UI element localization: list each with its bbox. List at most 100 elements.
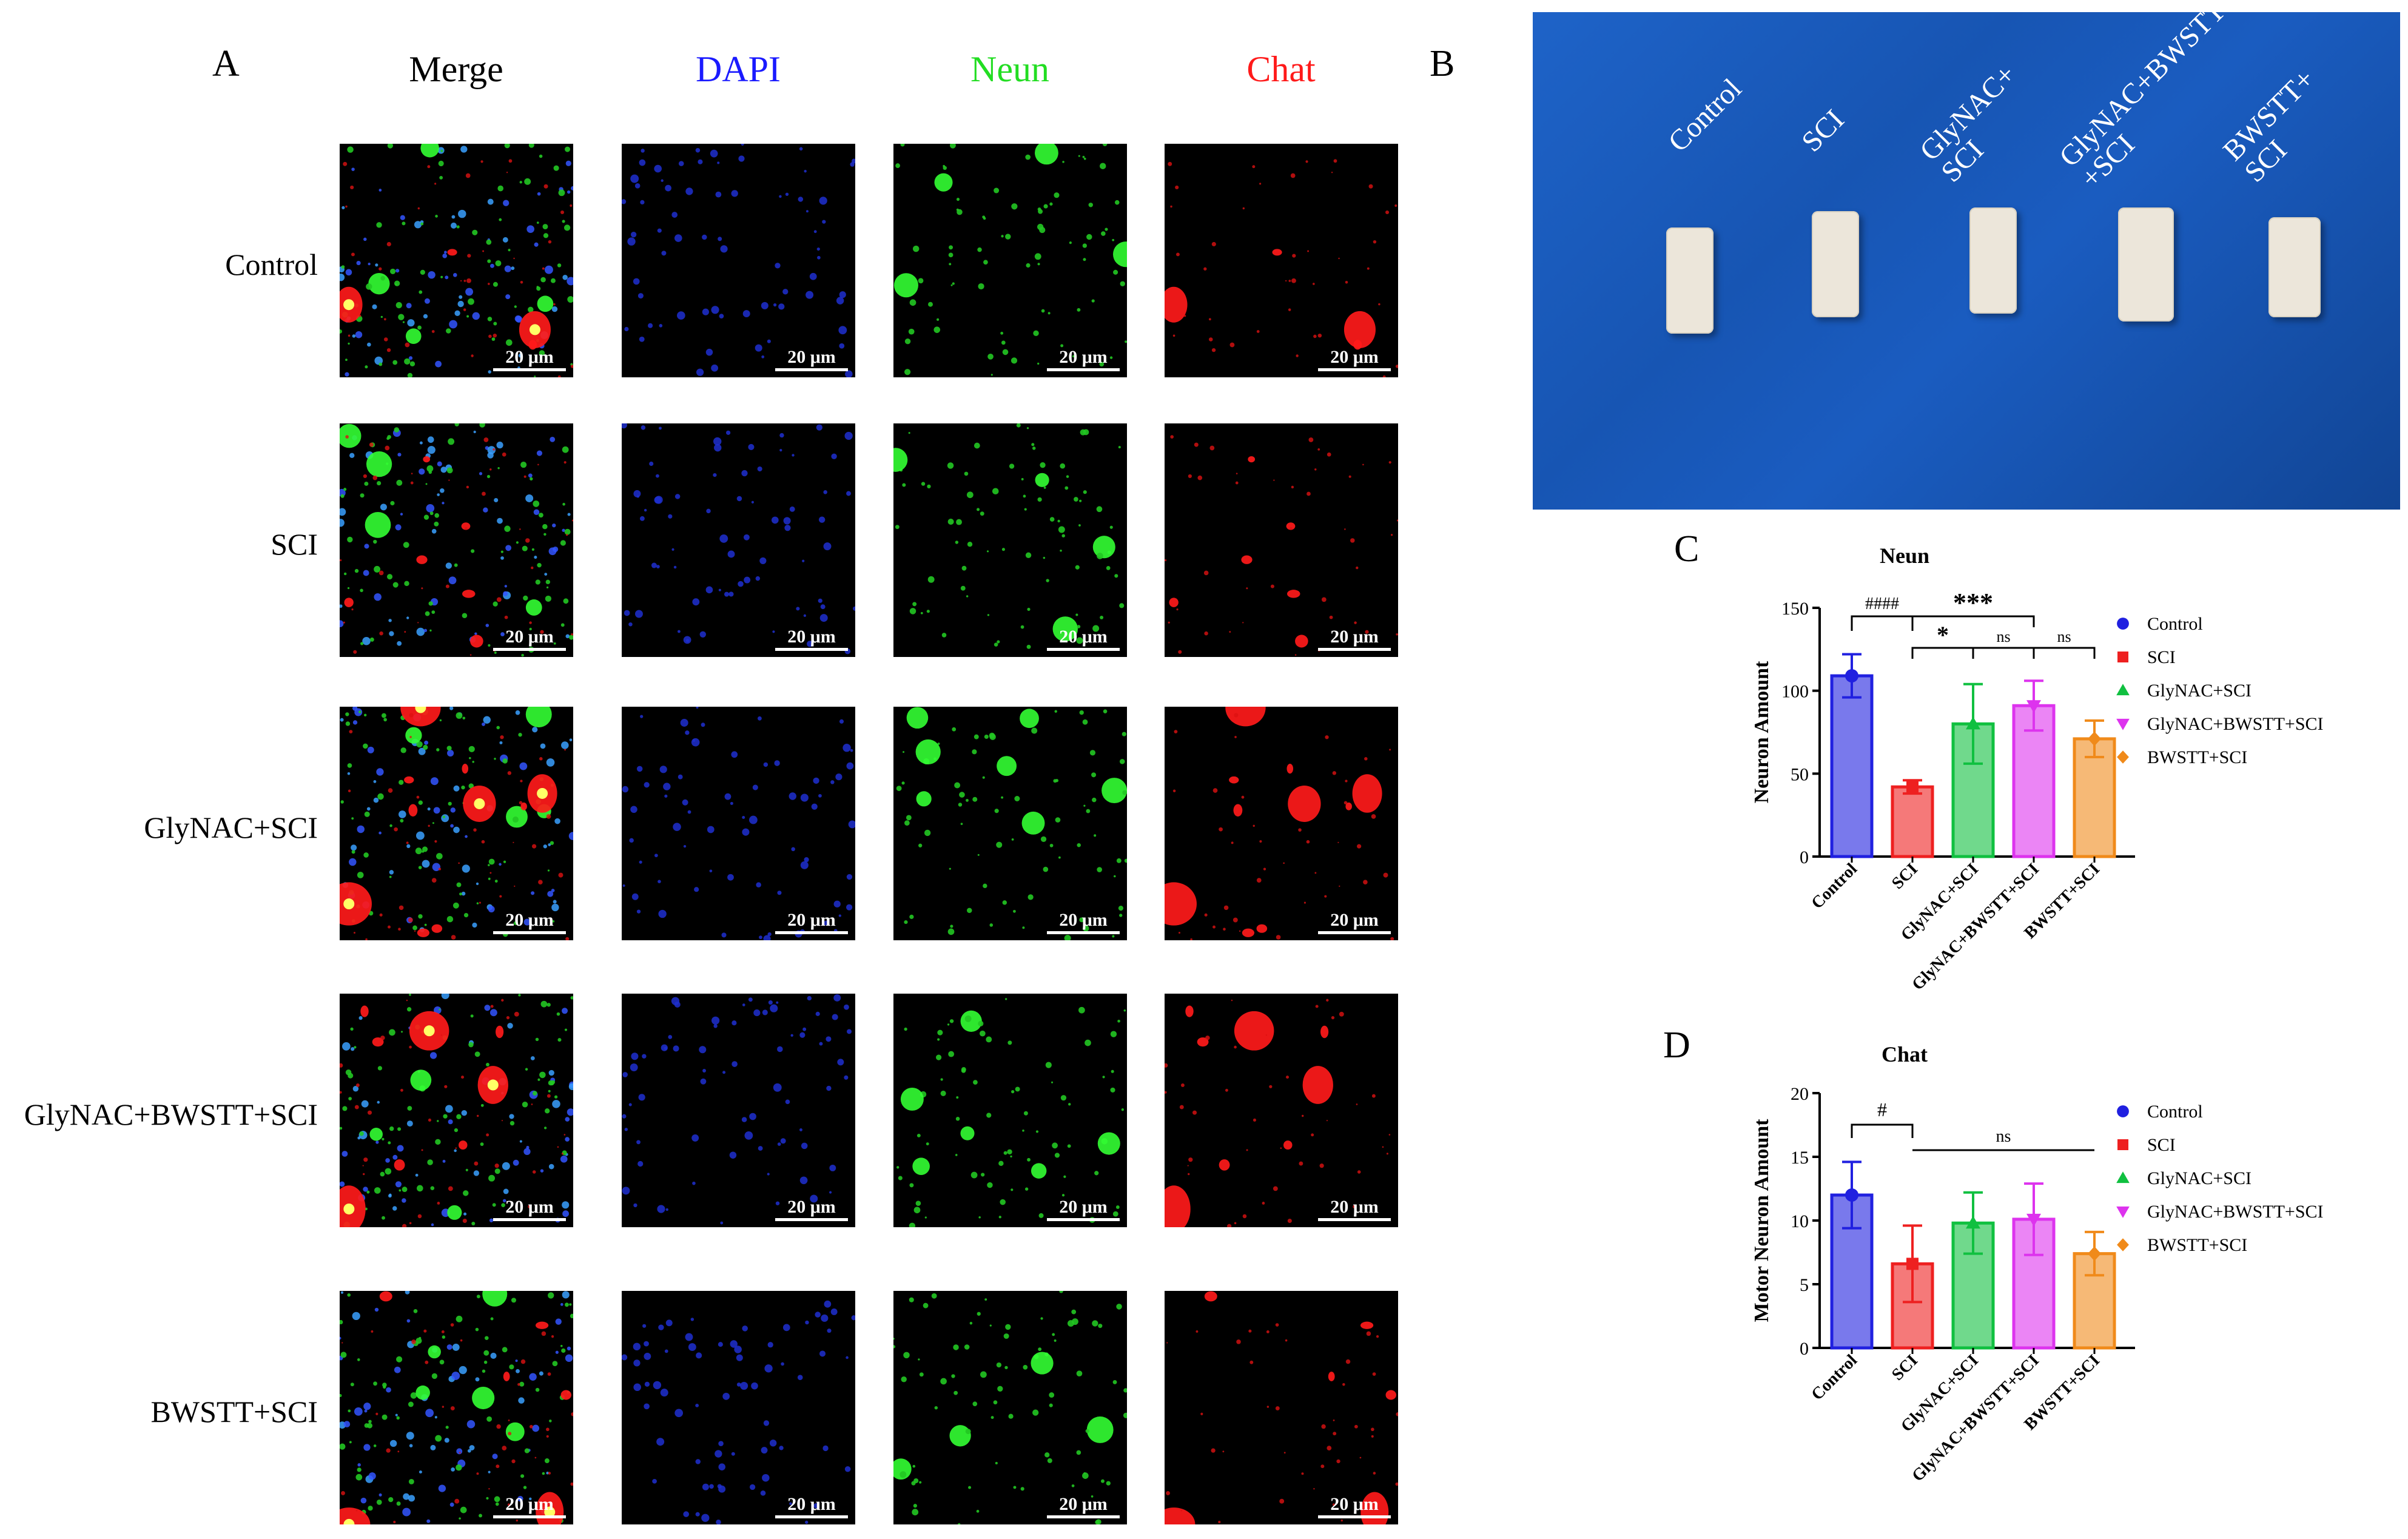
annotation-ns-1: ns: [1996, 628, 2010, 645]
scale-bar: 20 μm: [1318, 348, 1391, 371]
micrograph-dapi-0: 20 μm: [622, 144, 855, 377]
scale-bar: 20 μm: [493, 911, 566, 934]
data-point-3: [2026, 700, 2041, 713]
scale-bar-label: 20 μm: [505, 910, 554, 930]
annotation-ns: ns: [1996, 1127, 2011, 1146]
bracket-sci-glynac: [1911, 647, 1974, 659]
scale-bar: 20 μm: [1318, 1495, 1391, 1518]
data-point-1: [1906, 1258, 1919, 1270]
micrograph-chat-2: 20 μm: [1165, 707, 1398, 940]
scale-bar-label: 20 μm: [787, 910, 836, 930]
scale-bar-label: 20 μm: [787, 1494, 836, 1514]
bracket-glynac-combo: [1972, 647, 2035, 659]
y-tick-label: 20: [1791, 1084, 1809, 1104]
scale-bar: 20 μm: [775, 627, 848, 651]
legend-marker-1: [2117, 652, 2128, 662]
chat-chart: Chat 0 5 10 15 20 Motor Neuron Amount Control SC…: [1686, 1025, 2402, 1529]
y-tick-label: 50: [1791, 764, 1809, 784]
annotation-ns-2: ns: [2057, 628, 2071, 645]
scale-bar: 20 μm: [1318, 627, 1391, 651]
panel-label-a: A: [212, 43, 240, 84]
sample-control: [1666, 227, 1714, 334]
y-axis-label: Motor Neuron Amount: [1751, 1119, 1773, 1322]
micrograph-merge-3: 20 μm: [340, 994, 573, 1227]
legend-marker-0: [2117, 618, 2129, 630]
scale-bar-line: [1047, 1218, 1120, 1221]
annotation-hash: #: [1877, 1099, 1887, 1120]
micrograph-chat-3: 20 μm: [1165, 994, 1398, 1227]
sample-glynac: [1969, 207, 2017, 314]
scale-bar-label: 20 μm: [1059, 1197, 1108, 1217]
y-tick-label: 100: [1781, 682, 1809, 702]
scale-bar: 20 μm: [1047, 348, 1120, 371]
scale-bar-label: 20 μm: [1059, 910, 1108, 930]
bracket-control-sci: [1851, 615, 1914, 631]
annotation-triple-star: ***: [1953, 588, 1993, 618]
panel-label-d: D: [1663, 1025, 1690, 1066]
legend-marker-0: [2117, 1105, 2129, 1117]
y-tick-label: 10: [1791, 1211, 1809, 1231]
scale-bar: 20 μm: [1047, 1197, 1120, 1221]
y-tick-label: 5: [1800, 1275, 1809, 1295]
scale-bar-line: [775, 931, 848, 934]
bar-1: [1891, 785, 1934, 858]
scale-bar: 20 μm: [775, 911, 848, 934]
legend-label-0: Control: [2147, 614, 2203, 634]
row-label-0: Control: [225, 248, 318, 281]
scale-bar: 20 μm: [1047, 627, 1120, 651]
bar-4: [2073, 1252, 2116, 1350]
scale-bar: 20 μm: [493, 627, 566, 651]
legend-label-3: GlyNAC+BWSTT+SCI: [2147, 1202, 2324, 1222]
y-tick-label: 150: [1781, 599, 1809, 619]
scale-bar-line: [1318, 1218, 1391, 1221]
legend-label-4: BWSTT+SCI: [2147, 1235, 2247, 1255]
row-label-4: BWSTT+SCI: [150, 1395, 318, 1429]
scale-bar-line: [493, 1218, 566, 1221]
scale-bar-line: [1047, 368, 1120, 371]
scale-bar: 20 μm: [1318, 911, 1391, 934]
sample-sci: [1812, 211, 1859, 317]
scale-bar-label: 20 μm: [1059, 627, 1108, 647]
legend-label-4: BWSTT+SCI: [2147, 747, 2247, 767]
scale-bar-label: 20 μm: [787, 627, 836, 647]
legend-marker-2: [2116, 1171, 2130, 1184]
column-title-chat: Chat: [1246, 49, 1316, 89]
scale-bar: 20 μm: [775, 1197, 848, 1221]
scale-bar-label: 20 μm: [505, 347, 554, 367]
scale-bar-line: [775, 1515, 848, 1518]
data-point-4: [2088, 1246, 2101, 1261]
scale-bar-label: 20 μm: [787, 1197, 836, 1217]
micrograph-chat-1: 20 μm: [1165, 423, 1398, 657]
data-point-3: [2026, 1213, 2041, 1227]
scale-bar-label: 20 μm: [505, 1494, 554, 1514]
micrograph-dapi-1: 20 μm: [622, 423, 855, 657]
scale-bar-line: [1047, 1515, 1120, 1518]
legend-marker-1: [2117, 1139, 2128, 1150]
scale-bar-line: [775, 368, 848, 371]
legend-label-2: GlyNAC+SCI: [2147, 681, 2252, 701]
scale-bar-line: [775, 1218, 848, 1221]
chart-title: Chat: [1882, 1042, 1928, 1066]
legend-label-2: GlyNAC+SCI: [2147, 1168, 2252, 1188]
scale-bar-label: 20 μm: [787, 347, 836, 367]
scale-bar-label: 20 μm: [1330, 627, 1379, 647]
micrograph-merge-0: 20 μm: [340, 144, 573, 377]
scale-bar-label: 20 μm: [1330, 910, 1379, 930]
scale-bar-label: 20 μm: [1330, 1197, 1379, 1217]
scale-bar-line: [493, 648, 566, 651]
scale-bar: 20 μm: [493, 1197, 566, 1221]
scale-bar-label: 20 μm: [1330, 347, 1379, 367]
x-tick-label-0: Control: [1808, 1351, 1861, 1404]
data-point-1: [1906, 781, 1919, 793]
panel-label-c: C: [1674, 528, 1700, 570]
scale-bar: 20 μm: [1047, 1495, 1120, 1518]
column-title-dapi: DAPI: [695, 49, 781, 89]
scale-bar-line: [1047, 648, 1120, 651]
data-point-4: [2088, 731, 2101, 746]
row-label-1: SCI: [271, 527, 318, 561]
micrograph-neun-4: 20 μm: [893, 1291, 1127, 1524]
bar-0: [1830, 674, 1874, 858]
annotation-star: *: [1937, 621, 1949, 648]
bracket-control-sci: [1851, 1123, 1914, 1138]
photo-label-0: Control: [1662, 72, 1748, 158]
